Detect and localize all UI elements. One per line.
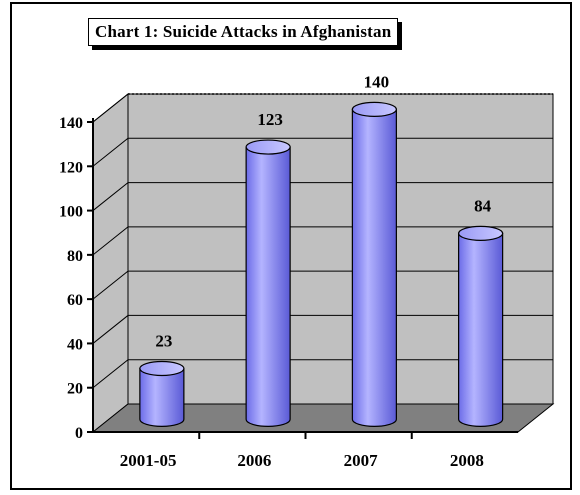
y-tick-label: 20 [67,381,83,398]
gridline [92,182,553,211]
y-tick-label: 40 [67,336,83,353]
y-tick-label: 0 [75,425,83,442]
bar-top [245,139,291,155]
bar-body [139,367,185,427]
y-tick-label: 140 [59,115,83,132]
x-tick-label: 2007 [344,451,379,470]
gridline [92,359,553,389]
bar [245,139,291,427]
bar-top [351,101,397,118]
data-label: 84 [474,196,492,215]
x-tick-label: 2006 [237,451,271,470]
chart-title-box: Chart 1: Suicide Attacks in Afghanistan [88,18,399,46]
bar-body [245,146,291,427]
data-label: 23 [155,331,172,350]
x-tick-label: 2008 [450,451,484,470]
data-label: 140 [364,72,390,91]
data-label: 123 [257,110,283,129]
y-tick-label: 80 [67,248,83,265]
bar-top [139,360,185,377]
chart-title: Chart 1: Suicide Attacks in Afghanistan [95,22,392,41]
side-wall [92,92,129,434]
x-tick-label: 2001-05 [120,451,177,470]
gridline [92,270,553,300]
bar [351,101,397,427]
bar [139,360,185,427]
bar [458,225,504,427]
gridline [92,93,553,123]
y-tick-label: 60 [67,292,83,309]
gridline [92,226,553,256]
y-tick-label: 100 [59,204,83,221]
bar-body [351,108,397,427]
bar-body [458,232,504,427]
bar-top [458,225,504,241]
gridline [92,314,553,344]
y-tick-label: 120 [59,159,83,176]
gridline [92,137,553,167]
